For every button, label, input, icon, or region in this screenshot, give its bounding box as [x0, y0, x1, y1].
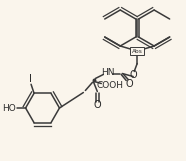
- Text: HN: HN: [102, 68, 115, 77]
- Text: I: I: [29, 74, 32, 84]
- Text: Abs: Abs: [132, 48, 143, 53]
- FancyBboxPatch shape: [130, 47, 145, 55]
- Text: O: O: [129, 70, 137, 80]
- Text: O: O: [94, 99, 101, 109]
- Text: O: O: [125, 79, 133, 89]
- Text: HO: HO: [2, 104, 15, 113]
- Text: COOH: COOH: [97, 81, 124, 90]
